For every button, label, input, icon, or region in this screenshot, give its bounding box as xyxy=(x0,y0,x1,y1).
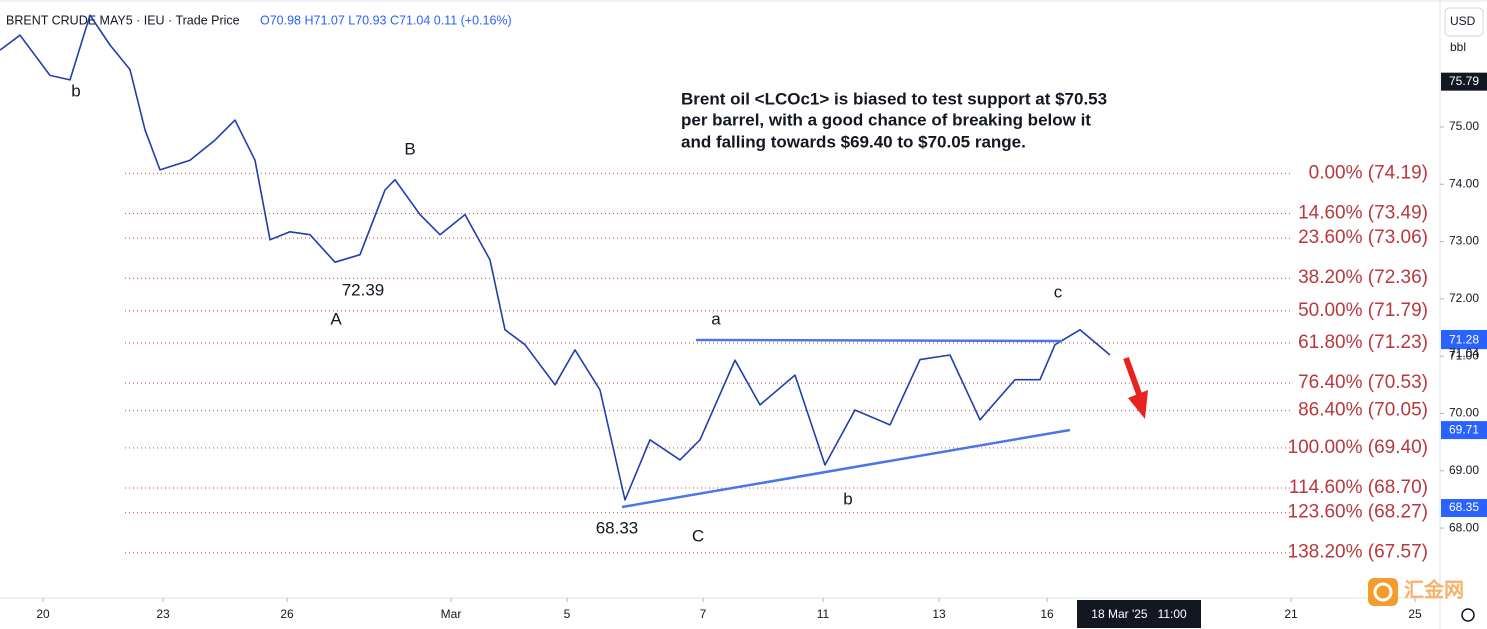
y-tick-label: 68.00 xyxy=(1449,520,1479,534)
wave-label: a xyxy=(711,309,721,328)
y-tick-label: 74.00 xyxy=(1449,176,1479,190)
fib-label: 100.00% (69.40) xyxy=(1288,437,1429,458)
settings-icon[interactable] xyxy=(1461,608,1475,622)
x-tick-label: 25 xyxy=(1408,607,1422,621)
y-tick-label: 72.00 xyxy=(1449,291,1479,305)
watermark-text: 汇金网 xyxy=(1404,577,1464,601)
x-tick-label: 7 xyxy=(700,607,707,621)
unit: bbl xyxy=(1450,40,1466,54)
price-annotation: 68.33 xyxy=(596,518,639,537)
x-tick-label: 5 xyxy=(564,607,571,621)
x-tick-label: 13 xyxy=(932,607,946,621)
resistance-line xyxy=(695,338,1063,343)
note-line: and falling towards $69.40 to $70.05 ran… xyxy=(681,132,1026,151)
y-tick-label: 75.00 xyxy=(1449,119,1479,133)
y-tick-label: 73.00 xyxy=(1449,234,1479,248)
x-tick-label: 20 xyxy=(36,607,50,621)
price-annotation: 72.39 xyxy=(342,280,385,299)
fib-label: 114.60% (68.70) xyxy=(1289,477,1428,498)
watermark-logo xyxy=(1368,578,1398,606)
wave-label: b xyxy=(843,489,852,508)
wave-label: A xyxy=(330,309,342,328)
price-label: 71.28 xyxy=(1449,332,1479,346)
ohlc: O70.98 H71.07 L70.93 C71.04 0.11 (+0.16%… xyxy=(260,13,512,27)
fib-label: 23.60% (73.06) xyxy=(1298,227,1428,248)
fib-label: 86.40% (70.05) xyxy=(1298,400,1428,421)
fib-label: 38.20% (72.36) xyxy=(1298,267,1428,288)
x-tick-label: 23 xyxy=(156,607,170,621)
watermark-logo-ring xyxy=(1373,582,1393,602)
plot: 68.00 69.00 70.00 71.00 72.00 73.00 74.00 75.00… xyxy=(0,14,1479,628)
y-tick-label: 71.00 xyxy=(1449,348,1479,362)
fib-label: 123.60% (68.27) xyxy=(1288,502,1429,523)
crosshair-date: 18 Mar '25 11:00 xyxy=(1091,607,1187,621)
y-tick-label: 70.00 xyxy=(1449,406,1479,420)
fib-label: 76.40% (70.53) xyxy=(1298,372,1428,393)
fib-label: 138.20% (67.57) xyxy=(1288,542,1429,563)
wave-label: b xyxy=(71,81,80,100)
arrow xyxy=(1123,356,1148,419)
watermark: 汇金网 xyxy=(1368,577,1464,606)
currency-button[interactable] xyxy=(1444,7,1484,37)
y-tick-label: 69.00 xyxy=(1449,463,1479,477)
wave-label: C xyxy=(692,526,704,545)
fib-label: 61.80% (71.23) xyxy=(1298,332,1428,353)
x-tick-label: 11 xyxy=(817,607,830,621)
currency[interactable]: USD xyxy=(1450,14,1476,28)
price-label-box xyxy=(1441,499,1487,518)
price-label: 75.79 xyxy=(1449,74,1479,88)
x-tick-label: 16 xyxy=(1040,607,1054,621)
note-line: Brent oil <LCOc1> is biased to test supp… xyxy=(681,89,1107,108)
arrow-shaft xyxy=(1123,356,1142,396)
price-line xyxy=(0,14,1111,501)
arrow-head xyxy=(1128,390,1148,419)
symbol-header: BRENT CRUDE MAY5 · IEU · Trade Price xyxy=(6,13,240,27)
price-label-box xyxy=(1441,72,1487,91)
fib-label: 0.00% (74.19) xyxy=(1309,162,1428,183)
support-line xyxy=(621,428,1071,509)
note: Brent oil <LCOc1> is biased to test supp… xyxy=(681,89,1107,151)
price-label: 71.04 xyxy=(1449,346,1479,360)
note-line: per barrel, with a good chance of breaki… xyxy=(681,110,1091,129)
x-tick-label: Mar xyxy=(441,607,462,621)
wave-label: c xyxy=(1054,282,1063,301)
x-tick-label: 21 xyxy=(1284,607,1298,621)
price-label: 68.35 xyxy=(1449,500,1479,514)
crosshair-date-box xyxy=(1077,600,1201,628)
price-label-box xyxy=(1441,331,1487,350)
fib-label: 50.00% (71.79) xyxy=(1298,300,1428,321)
wave-label: B xyxy=(404,139,415,158)
price-label-box xyxy=(1441,421,1487,440)
price-label: 69.71 xyxy=(1449,422,1479,436)
x-tick-label: 26 xyxy=(280,607,294,621)
fib-label: 14.60% (73.49) xyxy=(1298,202,1428,223)
